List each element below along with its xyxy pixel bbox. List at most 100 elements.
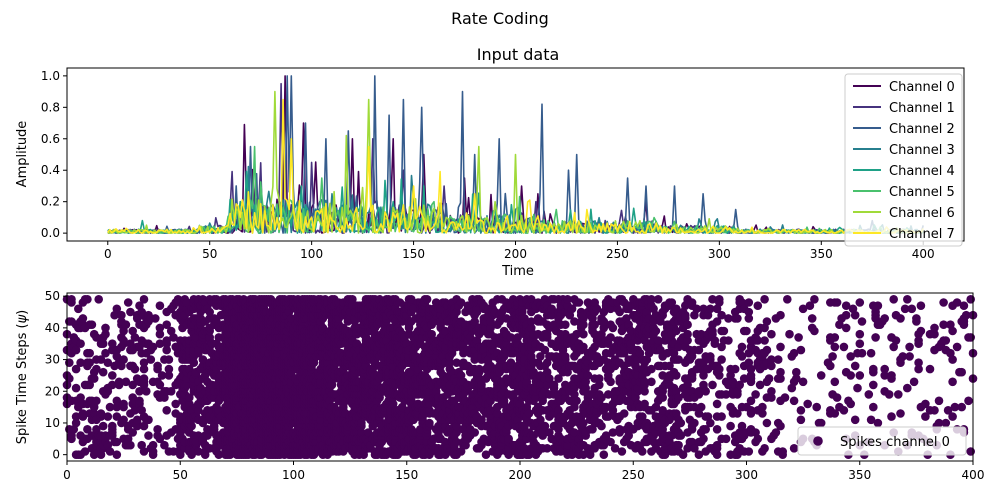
- line-chart-x-tick-label: 150: [402, 247, 425, 261]
- scatter-chart-plot-area: [62, 295, 978, 460]
- spike-point: [721, 390, 731, 399]
- line-chart-y-tick-label: 1.0: [41, 69, 60, 83]
- spike-point: [776, 374, 785, 383]
- spike-point: [805, 301, 815, 311]
- spike-point: [690, 444, 699, 453]
- spike-point: [608, 323, 618, 333]
- spike-point: [839, 406, 849, 415]
- spike-point: [112, 412, 122, 421]
- spike-point: [112, 396, 122, 406]
- spike-point: [683, 336, 692, 345]
- spike-point: [760, 295, 769, 304]
- scatter-chart-x-tick-label: 350: [848, 468, 871, 482]
- spike-point: [579, 342, 588, 352]
- spike-point: [98, 367, 108, 377]
- spike-point: [142, 387, 151, 396]
- spike-point: [798, 304, 808, 314]
- spike-point: [214, 333, 224, 342]
- spike-point: [103, 412, 113, 421]
- spike-point: [139, 374, 149, 383]
- spike-point: [941, 336, 951, 345]
- spike-point: [724, 336, 733, 345]
- line-chart-x-tick-label: 300: [708, 247, 731, 261]
- scatter-chart-x-ticks: 0 50 100 150 200 250 300 350 400: [63, 461, 984, 482]
- spike-point: [105, 402, 115, 412]
- spike-point: [119, 336, 128, 345]
- spike-point: [640, 399, 649, 409]
- spike-point: [830, 377, 840, 387]
- spike-point: [92, 333, 101, 342]
- spike-point: [674, 393, 683, 402]
- spike-point: [567, 418, 577, 428]
- spike-point: [606, 377, 615, 387]
- spike-point: [767, 355, 776, 364]
- spike-point: [683, 329, 692, 339]
- spike-point: [687, 298, 697, 307]
- spike-point: [128, 380, 137, 390]
- spike-point: [832, 298, 842, 307]
- spike-point: [606, 333, 615, 342]
- legend-label-channel-5: Channel 5: [889, 185, 955, 200]
- spike-point: [667, 298, 677, 307]
- spike-point: [101, 348, 110, 358]
- spike-point: [712, 399, 722, 409]
- spike-point: [139, 358, 149, 368]
- spike-point: [841, 310, 851, 320]
- spike-point: [952, 298, 962, 307]
- spike-point: [182, 380, 192, 390]
- spike-point: [486, 323, 495, 333]
- spike-point: [604, 412, 613, 421]
- spike-point: [148, 342, 158, 352]
- spike-point: [830, 333, 840, 342]
- spike-point: [966, 295, 975, 304]
- spike-point: [126, 440, 135, 450]
- scatter-chart-legend-box: [797, 426, 967, 456]
- spike-point: [744, 314, 754, 323]
- spike-point: [712, 450, 722, 460]
- spike-point: [724, 314, 733, 323]
- spike-point: [441, 326, 450, 336]
- spike-point: [76, 339, 85, 349]
- spike-point: [696, 329, 706, 339]
- spike-point: [119, 399, 128, 409]
- spike-point: [348, 295, 357, 304]
- spike-point: [547, 304, 556, 314]
- spike-point: [173, 295, 183, 304]
- spike-point: [74, 304, 83, 314]
- spike-point: [690, 402, 699, 412]
- spike-point: [966, 447, 975, 456]
- spike-point: [850, 361, 860, 371]
- spike-point: [701, 387, 710, 396]
- spike-point: [524, 409, 534, 418]
- spike-point: [89, 374, 99, 383]
- spike-point: [678, 450, 688, 460]
- spike-point: [753, 301, 763, 311]
- spike-point: [751, 390, 760, 399]
- spike-point: [474, 364, 484, 374]
- spike-point: [810, 326, 819, 336]
- spike-point: [194, 447, 203, 456]
- spike-point: [846, 371, 855, 380]
- spike-point: [626, 339, 636, 349]
- spike-point: [767, 393, 776, 402]
- spike-point: [733, 314, 742, 323]
- spike-point: [762, 317, 772, 326]
- spike-point: [477, 380, 486, 390]
- spike-point: [606, 437, 615, 447]
- spike-point: [857, 317, 867, 326]
- spike-point: [189, 358, 199, 368]
- spike-point: [896, 409, 905, 418]
- spike-point: [445, 358, 455, 368]
- spike-point: [785, 329, 794, 339]
- spike-point: [647, 364, 656, 374]
- spike-point: [672, 304, 681, 314]
- spike-point: [939, 320, 948, 330]
- spike-point: [737, 342, 747, 352]
- spike-point: [912, 314, 921, 323]
- line-chart-x-tick-label: 200: [504, 247, 527, 261]
- spike-point: [595, 374, 604, 383]
- spike-point: [733, 409, 742, 418]
- spike-point: [121, 377, 131, 387]
